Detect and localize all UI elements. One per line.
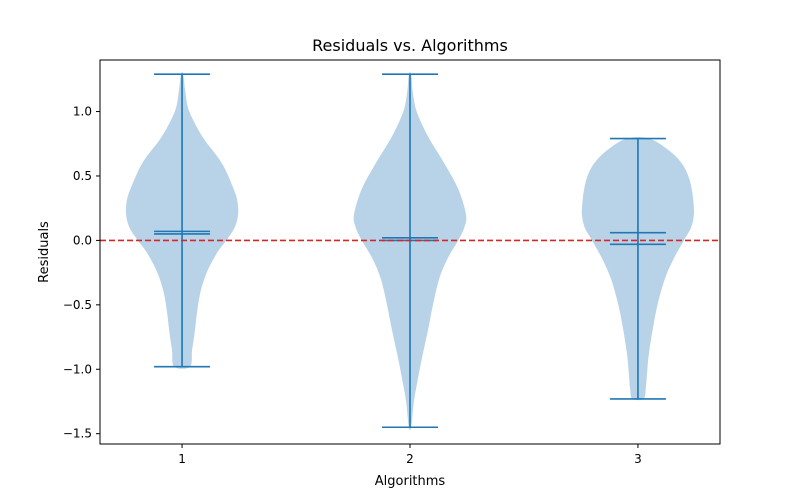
y-tick-label: −1.0 [63, 362, 92, 376]
y-tick-label: 1.0 [73, 105, 92, 119]
x-axis: 1 2 3 [178, 444, 642, 466]
stats-layer [154, 73, 666, 429]
y-tick-label: 0.0 [73, 233, 92, 247]
x-tick-label: 1 [178, 452, 186, 466]
y-axis: −1.5 −1.0 −0.5 0.0 0.5 1.0 [63, 105, 100, 441]
y-axis-label: Residuals [37, 221, 52, 283]
y-tick-label: −0.5 [63, 298, 92, 312]
x-tick-label: 3 [634, 452, 642, 466]
y-tick-label: 0.5 [73, 169, 92, 183]
chart-title: Residuals vs. Algorithms [312, 36, 508, 55]
x-axis-label: Algorithms [375, 474, 446, 489]
y-tick-label: −1.5 [63, 427, 92, 441]
x-tick-label: 2 [406, 452, 414, 466]
